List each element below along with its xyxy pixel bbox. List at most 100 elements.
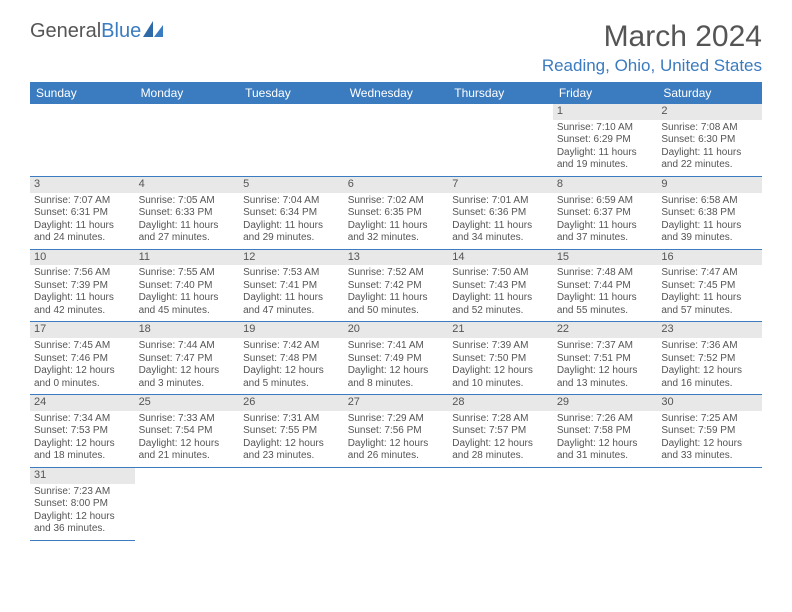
sunrise-text: Sunrise: 7:36 AM [661, 340, 758, 353]
sunset-text: Sunset: 6:37 PM [557, 207, 654, 220]
calendar-cell: 19Sunrise: 7:42 AMSunset: 7:48 PMDayligh… [239, 322, 344, 395]
day1-text: Daylight: 12 hours [557, 365, 654, 378]
sunrise-text: Sunrise: 7:23 AM [34, 486, 131, 499]
day2-text: and 21 minutes. [139, 450, 236, 463]
sunset-text: Sunset: 7:58 PM [557, 425, 654, 438]
sunrise-text: Sunrise: 6:59 AM [557, 195, 654, 208]
day-number: 18 [135, 322, 240, 338]
day2-text: and 16 minutes. [661, 378, 758, 391]
calendar-row: 3Sunrise: 7:07 AMSunset: 6:31 PMDaylight… [30, 176, 762, 249]
day1-text: Daylight: 12 hours [34, 438, 131, 451]
day-number: 23 [657, 322, 762, 338]
calendar-cell: 5Sunrise: 7:04 AMSunset: 6:34 PMDaylight… [239, 176, 344, 249]
day1-text: Daylight: 12 hours [452, 438, 549, 451]
day2-text: and 57 minutes. [661, 305, 758, 318]
calendar-cell [344, 467, 449, 540]
day-number: 19 [239, 322, 344, 338]
day-number: 13 [344, 250, 449, 266]
calendar-cell: 23Sunrise: 7:36 AMSunset: 7:52 PMDayligh… [657, 322, 762, 395]
day1-text: Daylight: 11 hours [139, 220, 236, 233]
sunset-text: Sunset: 7:57 PM [452, 425, 549, 438]
day-number: 27 [344, 395, 449, 411]
calendar-row: 1Sunrise: 7:10 AMSunset: 6:29 PMDaylight… [30, 104, 762, 176]
sunrise-text: Sunrise: 7:56 AM [34, 267, 131, 280]
day1-text: Daylight: 11 hours [557, 220, 654, 233]
sunset-text: Sunset: 7:48 PM [243, 353, 340, 366]
title-block: March 2024 Reading, Ohio, United States [542, 20, 762, 76]
calendar-cell: 20Sunrise: 7:41 AMSunset: 7:49 PMDayligh… [344, 322, 449, 395]
sunset-text: Sunset: 7:52 PM [661, 353, 758, 366]
calendar-cell: 24 Sunrise: 7:34 AMSunset: 7:53 PMDayligh… [30, 395, 135, 468]
sunrise-text: Sunrise: 7:44 AM [139, 340, 236, 353]
sunset-text: Sunset: 7:54 PM [139, 425, 236, 438]
sunrise-text: Sunrise: 7:02 AM [348, 195, 445, 208]
sunrise-text: Sunrise: 7:07 AM [34, 195, 131, 208]
calendar-cell: 18Sunrise: 7:44 AMSunset: 7:47 PMDayligh… [135, 322, 240, 395]
weekday-header: Sunday [30, 82, 135, 104]
day2-text: and 34 minutes. [452, 232, 549, 245]
day2-text: and 26 minutes. [348, 450, 445, 463]
sunset-text: Sunset: 6:33 PM [139, 207, 236, 220]
sunset-text: Sunset: 7:53 PM [34, 425, 131, 438]
calendar-cell [239, 467, 344, 540]
day2-text: and 8 minutes. [348, 378, 445, 391]
day2-text: and 45 minutes. [139, 305, 236, 318]
sunrise-text: Sunrise: 7:48 AM [557, 267, 654, 280]
sunrise-text: Sunrise: 7:26 AM [557, 413, 654, 426]
day2-text: and 50 minutes. [348, 305, 445, 318]
day-number: 10 [30, 250, 135, 266]
sunrise-text: Sunrise: 7:55 AM [139, 267, 236, 280]
calendar-cell: 27Sunrise: 7:29 AMSunset: 7:56 PMDayligh… [344, 395, 449, 468]
calendar-cell [135, 467, 240, 540]
day-number: 21 [448, 322, 553, 338]
day1-text: Daylight: 12 hours [139, 438, 236, 451]
calendar-cell: 4 Sunrise: 7:05 AMSunset: 6:33 PMDaylight… [135, 176, 240, 249]
sunset-text: Sunset: 6:31 PM [34, 207, 131, 220]
sunrise-text: Sunrise: 7:29 AM [348, 413, 445, 426]
day2-text: and 42 minutes. [34, 305, 131, 318]
sunrise-text: Sunrise: 7:01 AM [452, 195, 549, 208]
day2-text: and 39 minutes. [661, 232, 758, 245]
calendar-cell [30, 104, 135, 176]
day2-text: and 27 minutes. [139, 232, 236, 245]
day1-text: Daylight: 12 hours [139, 365, 236, 378]
calendar-body: 1Sunrise: 7:10 AMSunset: 6:29 PMDaylight… [30, 104, 762, 540]
day2-text: and 23 minutes. [243, 450, 340, 463]
weekday-header: Friday [553, 82, 658, 104]
sunset-text: Sunset: 7:42 PM [348, 280, 445, 293]
calendar-cell: 3Sunrise: 7:07 AMSunset: 6:31 PMDaylight… [30, 176, 135, 249]
sunrise-text: Sunrise: 7:34 AM [34, 413, 131, 426]
day-number: 24 [30, 395, 135, 411]
calendar-cell: 15Sunrise: 7:48 AMSunset: 7:44 PMDayligh… [553, 249, 658, 322]
sunrise-text: Sunrise: 7:47 AM [661, 267, 758, 280]
day-number: 4 [135, 177, 240, 193]
day2-text: and 5 minutes. [243, 378, 340, 391]
sunset-text: Sunset: 7:41 PM [243, 280, 340, 293]
header: GeneralBlue March 2024 Reading, Ohio, Un… [30, 20, 762, 76]
day2-text: and 13 minutes. [557, 378, 654, 391]
weekday-header: Wednesday [344, 82, 449, 104]
sunset-text: Sunset: 7:44 PM [557, 280, 654, 293]
calendar-row: 10Sunrise: 7:56 AMSunset: 7:39 PMDayligh… [30, 249, 762, 322]
sunrise-text: Sunrise: 7:42 AM [243, 340, 340, 353]
sunrise-text: Sunrise: 7:28 AM [452, 413, 549, 426]
weekday-header-row: SundayMondayTuesdayWednesdayThursdayFrid… [30, 82, 762, 104]
sunrise-text: Sunrise: 7:05 AM [139, 195, 236, 208]
day-number: 31 [30, 468, 135, 484]
day-number: 11 [135, 250, 240, 266]
calendar-cell [448, 467, 553, 540]
day2-text: and 55 minutes. [557, 305, 654, 318]
day2-text: and 24 minutes. [34, 232, 131, 245]
weekday-header: Saturday [657, 82, 762, 104]
day1-text: Daylight: 12 hours [243, 438, 340, 451]
sunrise-text: Sunrise: 7:45 AM [34, 340, 131, 353]
sunrise-text: Sunrise: 7:33 AM [139, 413, 236, 426]
day-number: 8 [553, 177, 658, 193]
day-number: 17 [30, 322, 135, 338]
sunset-text: Sunset: 6:34 PM [243, 207, 340, 220]
day-number: 6 [344, 177, 449, 193]
day2-text: and 3 minutes. [139, 378, 236, 391]
calendar-cell [344, 104, 449, 176]
day1-text: Daylight: 11 hours [557, 292, 654, 305]
day1-text: Daylight: 12 hours [557, 438, 654, 451]
